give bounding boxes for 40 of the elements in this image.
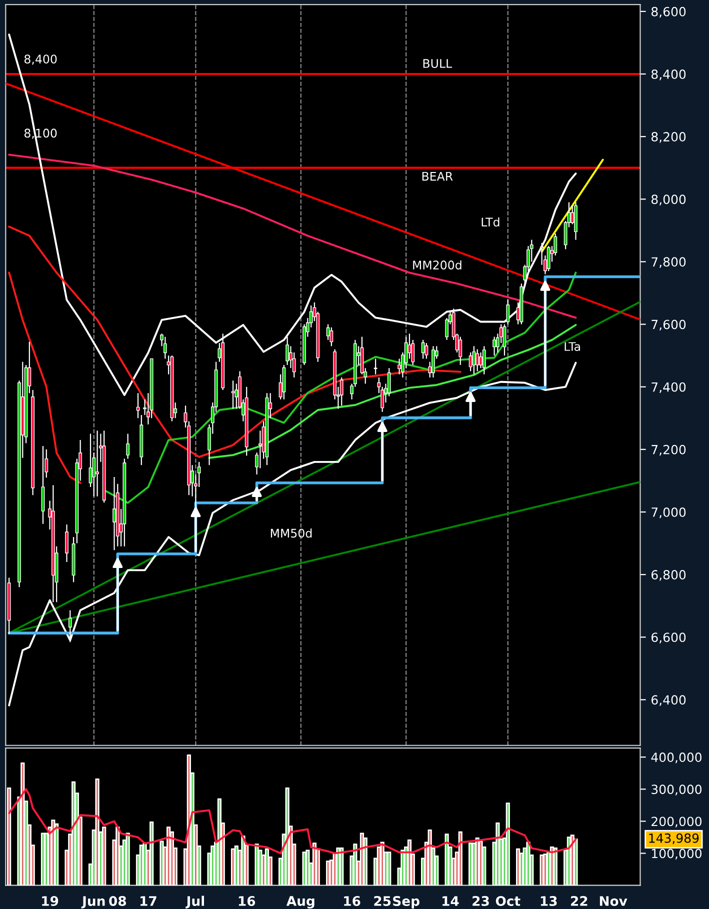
x-tick-label: 14 — [442, 896, 459, 906]
y-tick-label: 8,000 — [651, 194, 686, 206]
y-tick-label: 7,000 — [652, 507, 686, 518]
x-tick-label: Sep — [393, 896, 420, 909]
x-tick-label: 25 — [374, 896, 391, 906]
y-tick-label: 8,600 — [651, 6, 686, 18]
y-tick-label: 6,800 — [652, 570, 686, 581]
ref-line-label: BULL — [423, 59, 452, 68]
x-tick-label: 23 — [472, 896, 489, 906]
y-tick-label: 200,000 — [652, 816, 702, 828]
x-tick-label: 16 — [344, 896, 360, 906]
x-tick-label: Oct — [496, 896, 520, 906]
x-tick-label: 08 — [109, 896, 126, 906]
y-tick-label: 6,600 — [652, 632, 686, 644]
x-tick-label: Aug — [286, 896, 314, 909]
y-tick-label: 6,400 — [652, 695, 686, 706]
x-tick-label: 22 — [571, 896, 588, 906]
y-tick-label: 7,600 — [652, 320, 686, 330]
x-tick-label: Nov — [600, 896, 628, 906]
annotation: LTd — [482, 217, 500, 227]
y-tick-label: 7,400 — [652, 382, 686, 394]
x-tick-label: 17 — [140, 896, 156, 906]
y-tick-label: 8,400 — [651, 69, 686, 80]
y-tick-label: 100,000 — [652, 848, 702, 860]
text: 143,989 — [649, 833, 699, 844]
y-tick-label: 7,800 — [652, 257, 686, 268]
y-tick-label: 300,000 — [652, 784, 702, 796]
y-tick-label: 7,200 — [652, 444, 686, 456]
y-tick-label: 8,200 — [651, 132, 686, 143]
x-tick-label: Jul — [186, 896, 204, 908]
y-tick-label: 400,000 — [651, 752, 702, 764]
x-tick-label: Jun — [81, 896, 105, 908]
x-tick-label: 19 — [42, 896, 58, 906]
annotation: MM50d — [270, 528, 312, 538]
annotation: MM200d — [413, 260, 462, 270]
x-tick-label: 16 — [238, 896, 256, 906]
annotation: 8,400 — [24, 54, 57, 65]
ref-line-label: BEAR — [422, 172, 453, 181]
annotation: LTa — [564, 342, 580, 351]
x-tick-label: 13 — [540, 896, 557, 906]
